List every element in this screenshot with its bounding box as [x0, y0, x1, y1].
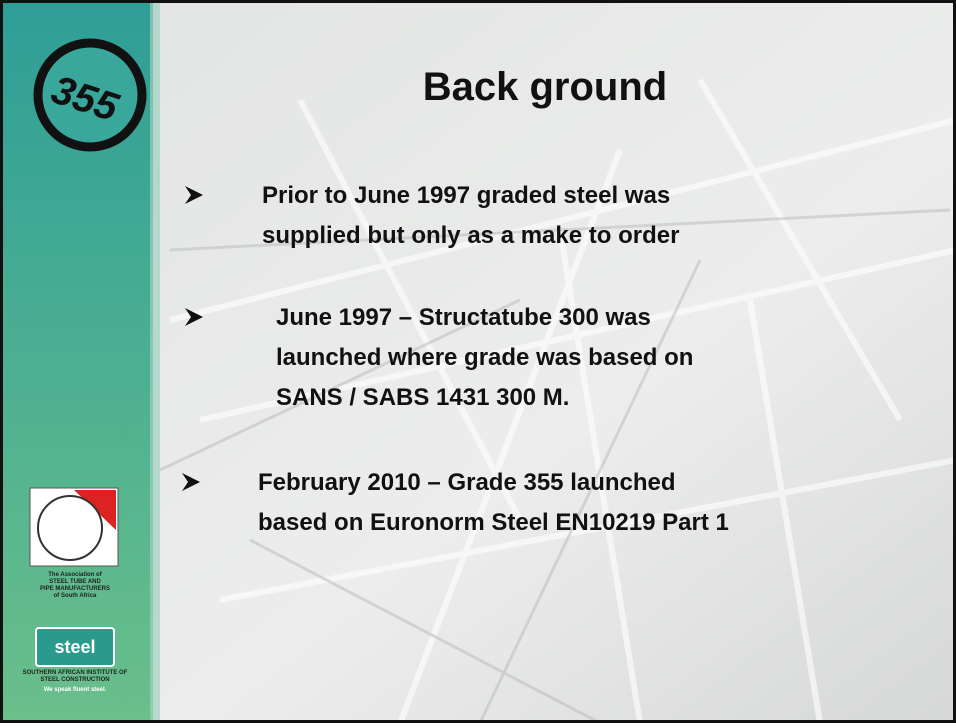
- bullet-text: Prior to June 1997 graded steel was: [262, 182, 670, 209]
- bullet-text: launched where grade was based on: [276, 344, 693, 371]
- bullet-text: supplied but only as a make to order: [262, 222, 679, 249]
- association-name: STEEL TUBE AND: [49, 579, 101, 585]
- institute-name: SOUTHERN AFRICAN INSTITUTE OF: [23, 670, 128, 676]
- bullet-text: SANS / SABS 1431 300 M.: [276, 384, 569, 411]
- association-name: PIPE MANUFACTURERS: [40, 586, 110, 592]
- association-name: of South Africa: [54, 593, 97, 599]
- slide-title: Back ground: [423, 65, 667, 109]
- institute-slogan: We speak fluent steel.: [44, 687, 107, 693]
- institute-name: STEEL CONSTRUCTION: [40, 677, 109, 683]
- slide: 355 The Association ofSTEEL TUBE ANDPIPE…: [0, 0, 956, 723]
- sidebar-edge: [150, 3, 160, 720]
- bullet-text: based on Euronorm Steel EN10219 Part 1: [258, 509, 729, 536]
- bullet-text: June 1997 – Structatube 300 was: [276, 304, 651, 331]
- association-circle: [38, 496, 102, 560]
- bullet-text: February 2010 – Grade 355 launched: [258, 469, 676, 496]
- institute-mark: steel: [54, 637, 95, 657]
- association-name: The Association of: [48, 572, 102, 578]
